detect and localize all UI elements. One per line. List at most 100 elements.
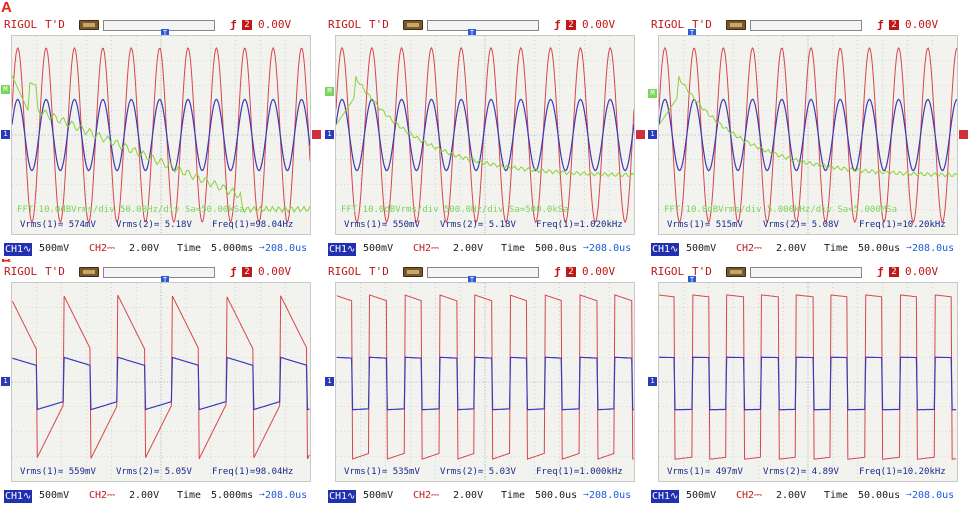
- ch1-trace: [12, 356, 310, 411]
- math-channel-marker[interactable]: M: [1, 85, 10, 94]
- vrms2-readout: Vrms(2)= 5.03V: [440, 467, 516, 477]
- freq-readout: Freq(1)=98.04Hz: [212, 220, 294, 230]
- vrms1-readout: Vrms(1)= 559mV: [20, 467, 96, 477]
- oscilloscope-panel-a2: RIGOL T'D ƒ 2 0.00V T M 1 FFT 10.0dBVrms…: [325, 15, 647, 259]
- ch1-offset-marker[interactable]: 1: [648, 130, 657, 139]
- ch1-offset-marker[interactable]: 1: [325, 130, 334, 139]
- trigger-source-badge: 2: [889, 20, 899, 30]
- math-channel-marker[interactable]: M: [325, 87, 334, 96]
- ch2-scale: 2.00V: [776, 490, 807, 501]
- measurements: Vrms(1)= 535mV Vrms(2)= 5.03V Freq(1)=1.…: [344, 466, 634, 478]
- measurements: Vrms(1)= 497mV Vrms(2)= 4.89V Freq(1)=10…: [667, 466, 957, 478]
- brand-label: RIGOL: [4, 18, 38, 31]
- section-b-label: B: [1, 254, 12, 269]
- ch1-trace: [659, 98, 957, 172]
- trigger-mode: T'D: [692, 265, 712, 278]
- oscilloscope-panel-a1: RIGOL T'D ƒ 2 0.00V T M 1 FFT 10.0dBVrms…: [1, 15, 323, 259]
- status-bar: RIGOL T'D ƒ 2 0.00V: [1, 15, 323, 35]
- memory-depth-bar: [750, 267, 862, 278]
- ch1-trace: [336, 356, 634, 411]
- ch1-label[interactable]: CH1∿: [4, 243, 33, 256]
- ch1-label[interactable]: CH1∿: [328, 490, 357, 503]
- ch2-scale: 2.00V: [453, 490, 484, 501]
- trigger-edge-icon: ƒ: [877, 265, 884, 278]
- status-bar: RIGOL T'D ƒ 2 0.00V: [648, 262, 970, 282]
- trigger-source-badge: 2: [242, 20, 252, 30]
- trigger-level-marker[interactable]: [312, 130, 321, 139]
- ch1-label[interactable]: CH1∿: [328, 243, 357, 256]
- memory-icon: [79, 20, 99, 30]
- channel-footer: CH1∿ 500mV CH2⎓ 2.00V Time 500.0us ➙208.…: [325, 486, 647, 506]
- freq-readout: Freq(1)=98.04Hz: [212, 467, 294, 477]
- ch2-trace: [659, 294, 957, 460]
- ch2-label[interactable]: CH2⎓: [736, 243, 763, 254]
- ch2-trace: [12, 294, 310, 460]
- timebase-value: 500.0us: [535, 490, 578, 501]
- trigger-position-marker[interactable]: T: [688, 276, 696, 285]
- ch1-trace: [336, 98, 634, 172]
- ch1-offset-marker[interactable]: 1: [648, 377, 657, 386]
- ch1-label[interactable]: CH1∿: [651, 490, 680, 503]
- waveform-screen: Vrms(1)= 559mV Vrms(2)= 5.05V Freq(1)=98…: [11, 282, 311, 482]
- ch2-label[interactable]: CH2⎓: [736, 490, 763, 501]
- trigger-position-marker[interactable]: T: [161, 29, 169, 38]
- trigger-level-marker[interactable]: [636, 130, 645, 139]
- trigger-source-badge: 2: [566, 20, 576, 30]
- fft-readout: FFT 10.0dBVrms/div 50.00Hz/div Sa=50.00k…: [17, 205, 245, 215]
- oscilloscope-panel-b1: RIGOL T'D ƒ 2 0.00V T 1 Vrms(1)= 559mV V…: [1, 262, 323, 506]
- channel-footer: CH1∿ 500mV CH2⎓ 2.00V Time 5.000ms ➙208.…: [1, 239, 323, 259]
- ch2-label[interactable]: CH2⎓: [89, 243, 116, 254]
- trigger-position-marker[interactable]: T: [161, 276, 169, 285]
- waveform-screen: FFT 10.0dBVrms/div 5.000kHz/div Sa=5.000…: [658, 35, 958, 235]
- brand-label: RIGOL: [651, 18, 685, 31]
- time-label: Time: [824, 490, 849, 501]
- ch2-trace: [12, 46, 310, 224]
- trigger-source-badge: 2: [889, 267, 899, 277]
- time-label: Time: [177, 243, 202, 254]
- brand-label: RIGOL: [328, 18, 362, 31]
- status-bar: RIGOL T'D ƒ 2 0.00V: [325, 15, 647, 35]
- trigger-level: 0.00V: [905, 265, 939, 278]
- math-channel-marker[interactable]: M: [648, 89, 657, 98]
- ch2-trace: [336, 294, 634, 460]
- memory-icon: [726, 20, 746, 30]
- timebase-value: 5.000ms: [211, 243, 254, 254]
- timebase-value: 50.00us: [858, 490, 901, 501]
- trigger-edge-icon: ƒ: [230, 18, 237, 31]
- ch1-scale: 500mV: [363, 243, 394, 254]
- trigger-level: 0.00V: [905, 18, 939, 31]
- vrms1-readout: Vrms(1)= 515mV: [667, 220, 743, 230]
- status-bar: RIGOL T'D ƒ 2 0.00V: [1, 262, 323, 282]
- ch2-label[interactable]: CH2⎓: [413, 243, 440, 254]
- timebase-value: 5.000ms: [211, 490, 254, 501]
- oscilloscope-panel-a3: RIGOL T'D ƒ 2 0.00V T M 1 FFT 10.0dBVrms…: [648, 15, 970, 259]
- brand-label: RIGOL: [4, 265, 38, 278]
- trigger-mode: T'D: [692, 18, 712, 31]
- ch1-label[interactable]: CH1∿: [651, 243, 680, 256]
- ch1-offset-marker[interactable]: 1: [1, 377, 10, 386]
- trigger-position-marker[interactable]: T: [688, 29, 696, 38]
- ch1-offset-marker[interactable]: 1: [325, 377, 334, 386]
- waveform-display: [659, 36, 957, 234]
- trigger-position-marker[interactable]: T: [468, 29, 476, 38]
- brand-label: RIGOL: [651, 265, 685, 278]
- ch2-label[interactable]: CH2⎓: [89, 490, 116, 501]
- trigger-level-marker[interactable]: [959, 130, 968, 139]
- ch1-trace: [12, 98, 310, 172]
- vrms2-readout: Vrms(2)= 5.05V: [116, 467, 192, 477]
- ch1-label[interactable]: CH1∿: [4, 490, 33, 503]
- ch2-label[interactable]: CH2⎓: [413, 490, 440, 501]
- vrms2-readout: Vrms(2)= 5.18V: [440, 220, 516, 230]
- memory-depth-bar: [427, 20, 539, 31]
- ch1-offset-marker[interactable]: 1: [1, 130, 10, 139]
- trigger-position-marker[interactable]: T: [468, 276, 476, 285]
- trigger-level: 0.00V: [258, 265, 292, 278]
- vrms2-readout: Vrms(2)= 4.89V: [763, 467, 839, 477]
- waveform-display: [12, 36, 310, 234]
- trigger-edge-icon: ƒ: [554, 265, 561, 278]
- fft-readout: FFT 10.0dBVrms/div 5.000kHz/div Sa=5.000…: [664, 205, 897, 215]
- trigger-offset: ➙208.0us: [906, 490, 955, 501]
- timebase-value: 50.00us: [858, 243, 901, 254]
- trigger-source-badge: 2: [566, 267, 576, 277]
- trigger-offset: ➙208.0us: [583, 243, 632, 254]
